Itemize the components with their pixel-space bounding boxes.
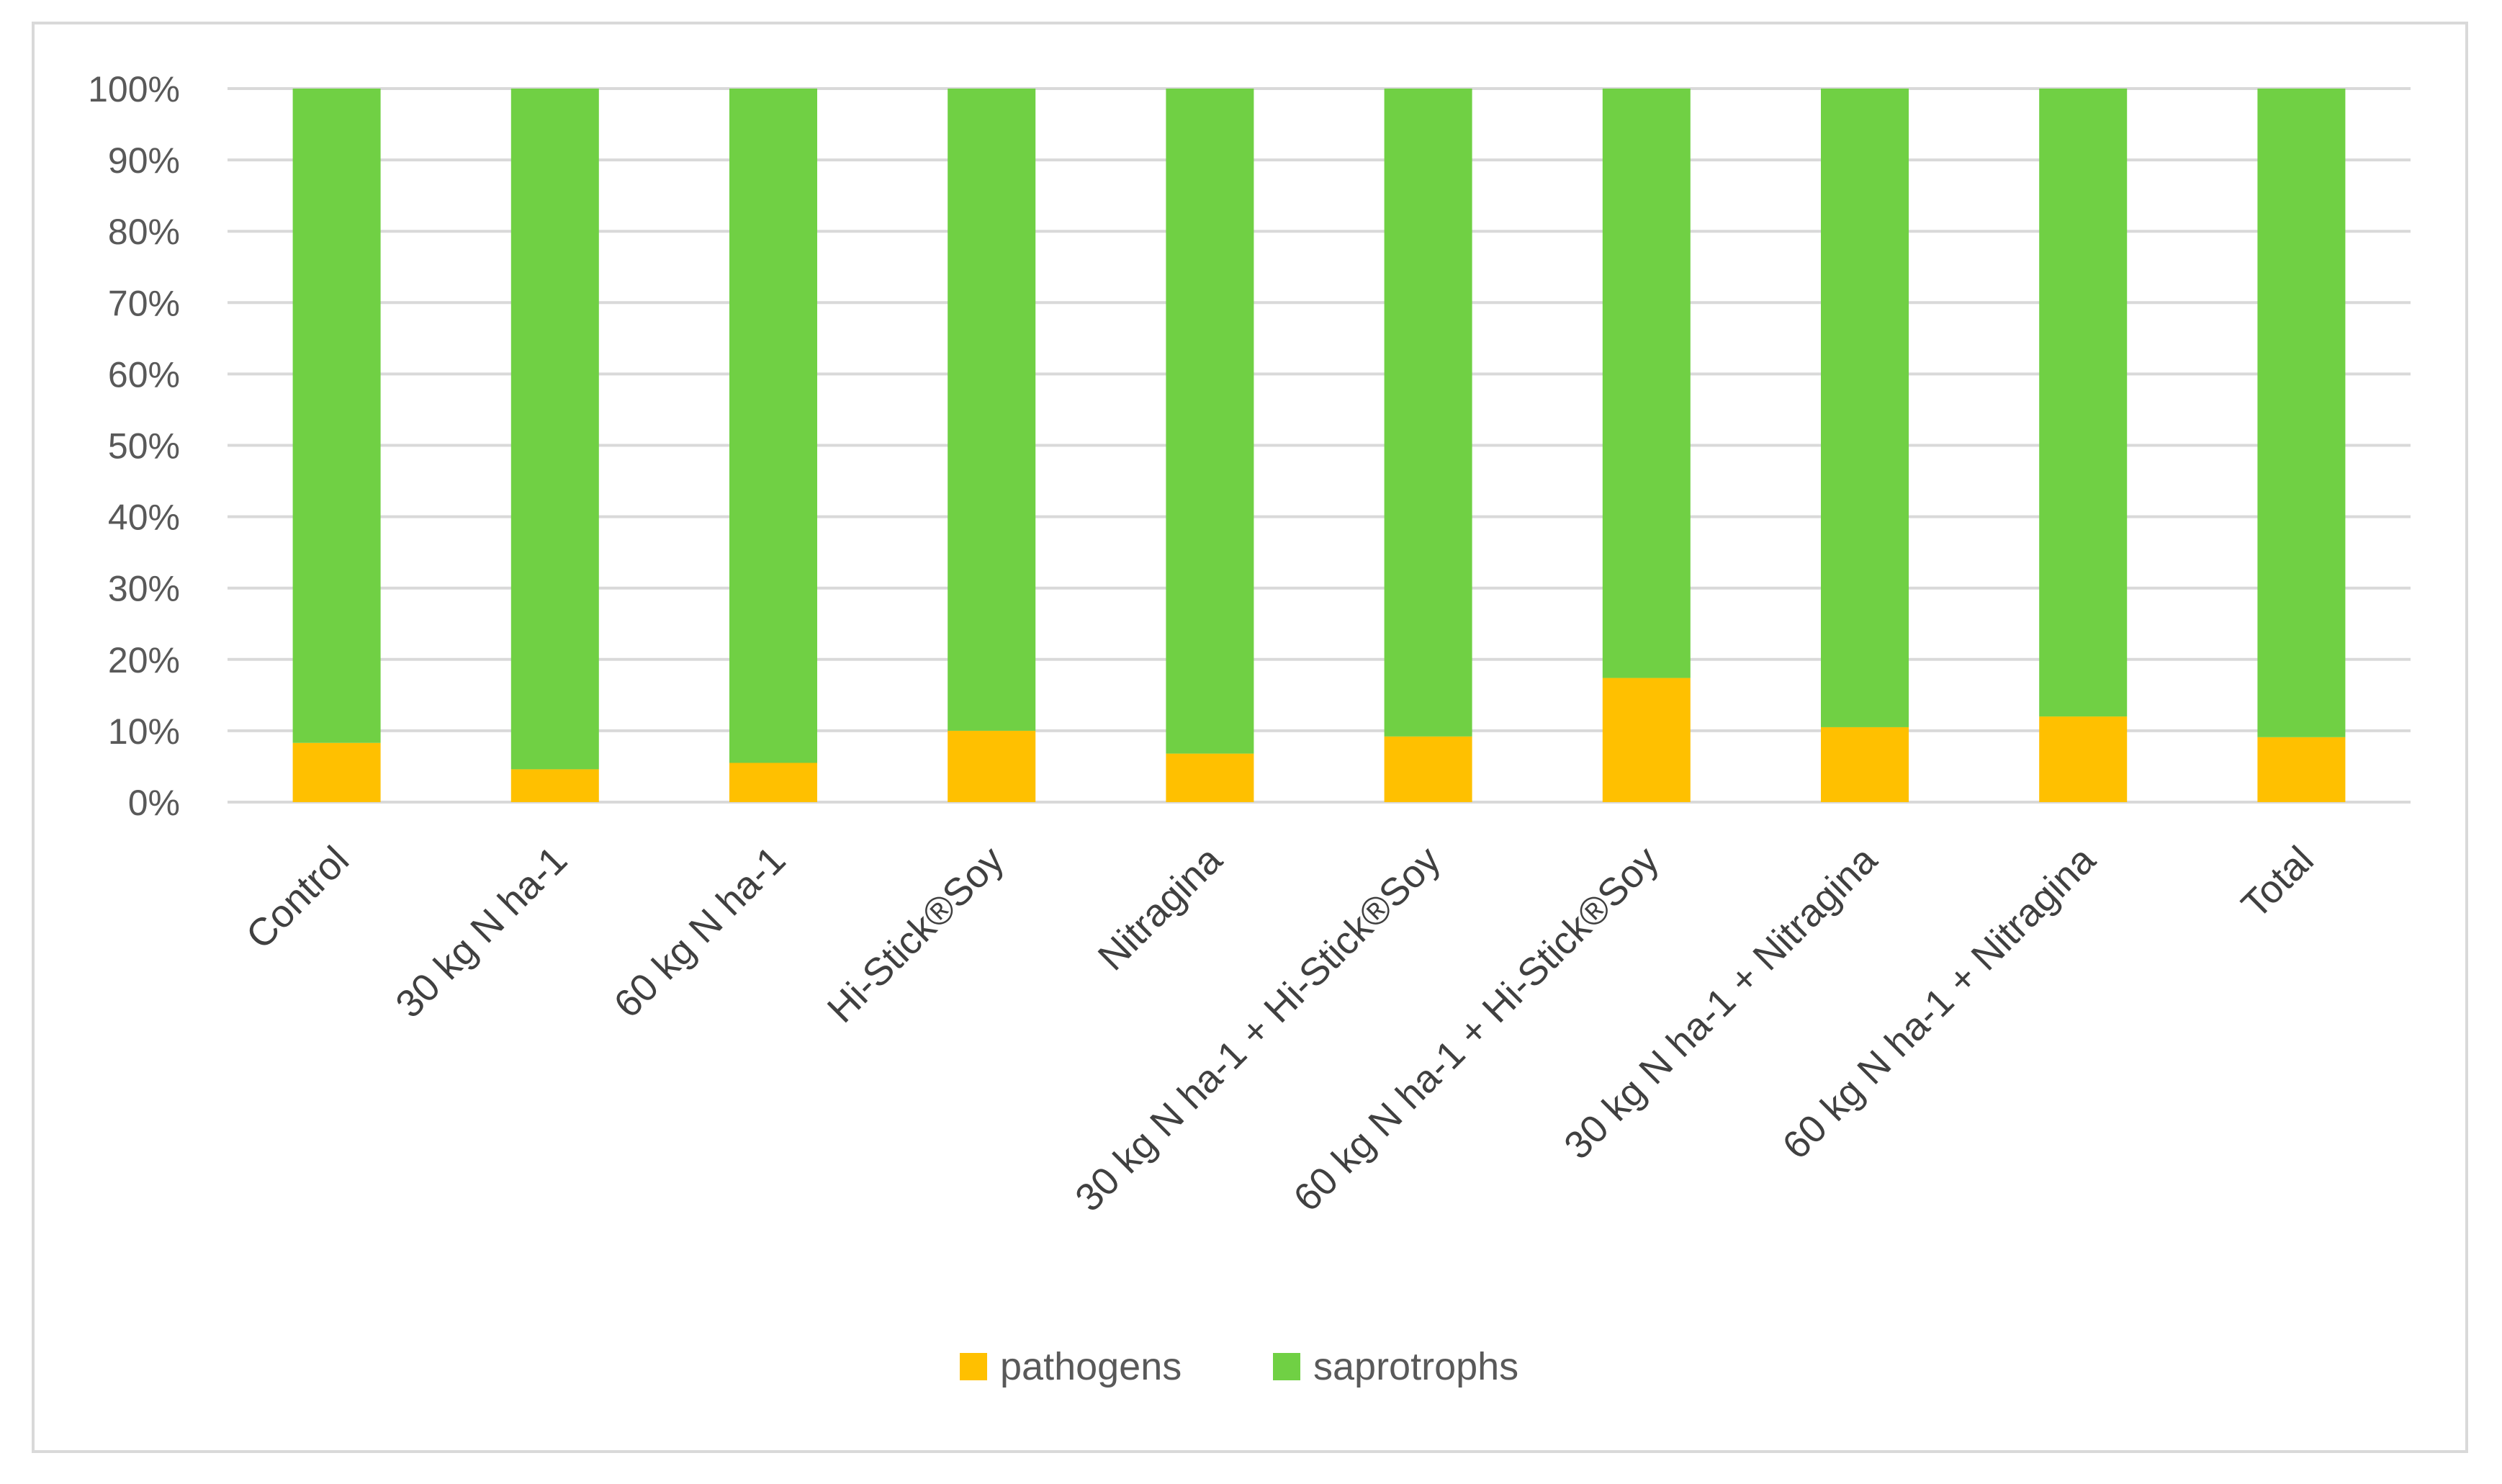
bar-segment-pathogens xyxy=(1602,678,1691,802)
bar-segment-pathogens xyxy=(948,730,1036,802)
bar-segment-pathogens xyxy=(2039,716,2128,802)
bar-segment-pathogens xyxy=(729,763,817,802)
x-category-label: 60 kg N ha-1 + Hi-Stick®Soy xyxy=(1285,838,1667,1220)
x-category-label: Control xyxy=(238,838,358,958)
y-tick-label: 70% xyxy=(108,283,180,323)
y-tick-label: 50% xyxy=(108,426,180,467)
y-tick-label: 0% xyxy=(128,783,180,823)
x-category-label: Nitragina xyxy=(1090,837,1231,979)
bar-segment-saprotrophs xyxy=(948,89,1036,731)
y-tick-label: 100% xyxy=(88,69,180,109)
x-category-label: Total xyxy=(2233,838,2322,927)
bar-segment-saprotrophs xyxy=(510,89,599,770)
x-category-label: 30 kg N ha-1 xyxy=(387,838,575,1026)
bar-segment-saprotrophs xyxy=(1166,89,1254,754)
x-category-label: 30 kg N ha-1 + Hi-Stick®Soy xyxy=(1067,838,1449,1220)
bars xyxy=(292,89,2346,802)
y-tick-label: 60% xyxy=(108,354,180,395)
x-axis-category-labels: Control 30 kg N ha-1 60 kg N ha-1 Hi-Stick®… xyxy=(238,837,2322,1220)
y-tick-label: 40% xyxy=(108,498,180,538)
y-tick-label: 80% xyxy=(108,212,180,252)
bar-segment-saprotrophs xyxy=(2257,89,2346,737)
legend-label-pathogens: pathogens xyxy=(1000,1345,1182,1388)
bar-segment-pathogens xyxy=(1821,727,1909,802)
y-tick-label: 20% xyxy=(108,640,180,680)
bar-segment-saprotrophs xyxy=(1821,89,1909,727)
bar-segment-saprotrophs xyxy=(292,89,381,743)
y-tick-label: 10% xyxy=(108,711,180,752)
bar-segment-pathogens xyxy=(1166,753,1254,802)
bar-segment-pathogens xyxy=(2257,737,2346,802)
bar-segment-saprotrophs xyxy=(729,89,817,763)
y-tick-label: 90% xyxy=(108,140,180,181)
bar-segment-saprotrophs xyxy=(2039,89,2128,717)
bar-segment-pathogens xyxy=(510,769,599,802)
bar-segment-saprotrophs xyxy=(1602,89,1691,678)
x-category-label: Hi-Stick®Soy xyxy=(819,838,1012,1031)
legend-swatch-saprotrophs xyxy=(1273,1353,1300,1380)
bar-segment-pathogens xyxy=(292,742,381,802)
legend-swatch-pathogens xyxy=(960,1353,987,1380)
legend: pathogens saprotrophs xyxy=(960,1345,1518,1388)
y-axis-tick-labels: 0% 10% 20% 30% 40% 50% 60% 70% 80% 90% 100% xyxy=(88,69,180,823)
y-tick-label: 30% xyxy=(108,569,180,609)
x-category-label: 60 kg N ha-1 xyxy=(606,838,793,1026)
bar-segment-pathogens xyxy=(1384,736,1472,802)
legend-label-saprotrophs: saprotrophs xyxy=(1313,1345,1518,1388)
bar-segment-saprotrophs xyxy=(1384,89,1472,737)
